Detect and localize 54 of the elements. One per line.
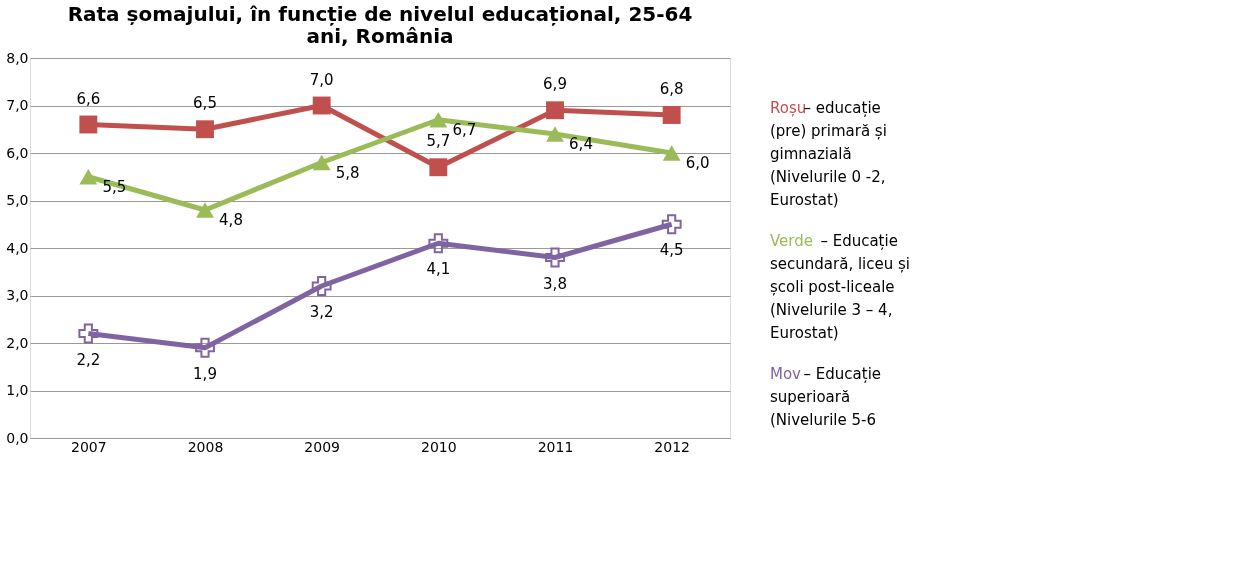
- data-label: 6,8: [659, 80, 684, 98]
- chart-title: Rata șomajului, în funcție de nivelul educațional, 25-64 ani, România: [67, 2, 693, 48]
- text: Verde – Educație secundară, liceu și școli post-liceale (Nivelurile 3 – 4, Eurostat): [770, 232, 910, 342]
- x-tick-label: 2010: [421, 438, 457, 455]
- point: [196, 202, 214, 218]
- data-label: 5,8: [335, 163, 360, 182]
- data-label: 6,9: [543, 75, 567, 94]
- data-label: 6,5: [193, 94, 217, 113]
- point: [311, 276, 332, 296]
- y-tick-label: 4,0: [6, 239, 29, 256]
- point: [78, 323, 99, 344]
- x-tick-label: 2008: [187, 438, 224, 455]
- y-tick-label: 0,0: [6, 429, 29, 446]
- x-tick-label: 2009: [304, 438, 340, 455]
- data-label: 1,9: [193, 364, 217, 383]
- point: [428, 233, 449, 254]
- point: [312, 96, 331, 115]
- data-label: 5,7: [426, 132, 451, 151]
- point: [545, 247, 565, 268]
- y-tick-label: 3,0: [6, 287, 29, 303]
- y-tick-label: 8,0: [6, 49, 29, 66]
- point: [79, 115, 98, 134]
- data-label: 4,8: [219, 211, 243, 229]
- y-tick-label: 5,0: [6, 192, 29, 208]
- data-label: 3,8: [543, 274, 567, 293]
- data-label: 4,1: [426, 260, 451, 279]
- point: [195, 337, 215, 358]
- y-tick-label: 6,0: [6, 144, 29, 161]
- data-label: 6,0: [685, 154, 710, 172]
- text: Roșu– educație (pre) primară și gimnazială (Nivelurile 0 -2, Eurostat): [770, 99, 887, 209]
- point: [429, 158, 448, 177]
- point: [546, 126, 564, 142]
- y-tick-label: 7,0: [6, 97, 29, 113]
- data-label: 7,0: [309, 70, 334, 89]
- point: [546, 101, 564, 120]
- point: [79, 169, 98, 185]
- x-tick-label: 2007: [71, 438, 107, 455]
- point: [196, 120, 214, 139]
- point: [312, 154, 331, 171]
- data-label: 6,7: [452, 120, 477, 139]
- y-tick-label: 2,0: [6, 334, 29, 351]
- point: [661, 214, 682, 235]
- x-tick-label: 2011: [537, 438, 574, 455]
- data-label: 6,4: [569, 135, 593, 153]
- point: [429, 112, 448, 128]
- x-tick-label: 2012: [654, 438, 690, 455]
- data-label: 3,2: [309, 303, 334, 321]
- y-tick-label: 1,0: [6, 382, 29, 398]
- point: [662, 106, 681, 124]
- text: Mov – Educație superioară (Nivelurile 5-6: [770, 365, 882, 429]
- data-label: 2,2: [76, 350, 101, 369]
- point: [662, 145, 681, 161]
- data-label: 4,5: [659, 241, 684, 260]
- data-label: 6,6: [76, 89, 101, 108]
